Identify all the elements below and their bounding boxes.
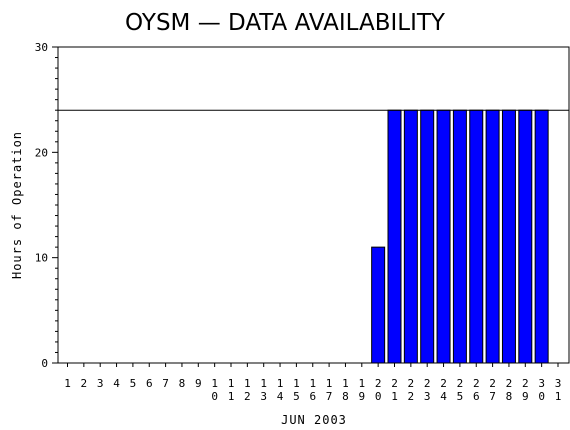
x-tick-label: 2 bbox=[81, 377, 88, 390]
bars-group bbox=[371, 109, 549, 364]
x-axis-label: JUN 2003 bbox=[281, 413, 347, 427]
x-tick-label: 8 bbox=[179, 377, 186, 390]
bar bbox=[436, 109, 451, 364]
y-tick-label: 30 bbox=[35, 41, 48, 54]
x-tick-label: 1 bbox=[64, 377, 71, 390]
chart-title: OYSM — DATA AVAILABILITY bbox=[125, 10, 446, 36]
x-tick-label: 3 bbox=[97, 377, 104, 390]
x-tick-label: 5 bbox=[130, 377, 137, 390]
y-tick-label: 20 bbox=[35, 146, 48, 159]
x-tick-label: 4 bbox=[113, 377, 120, 390]
y-axis-label: Hours of Operation bbox=[10, 131, 24, 279]
bar bbox=[501, 109, 516, 364]
bar bbox=[534, 109, 549, 364]
bar bbox=[403, 109, 418, 364]
bar bbox=[518, 109, 533, 364]
bar bbox=[485, 109, 500, 364]
bar bbox=[452, 109, 467, 364]
y-axis: 0 10 20 30 bbox=[35, 41, 58, 370]
x-tick-label: 7 bbox=[162, 377, 169, 390]
y-tick-label: 10 bbox=[35, 252, 48, 265]
bar bbox=[387, 109, 402, 364]
bar bbox=[469, 109, 484, 364]
bar bbox=[371, 246, 386, 364]
x-axis: 1 2 3 4 5 6 7 8 9 1 01 11 21 31 41 51 61 71 81 92 02 12 22 32 42… bbox=[64, 363, 561, 403]
y-tick-label: 0 bbox=[41, 357, 48, 370]
bar bbox=[420, 109, 435, 364]
x-tick-label: 6 bbox=[146, 377, 153, 390]
x-tick-label: 9 bbox=[195, 377, 202, 390]
